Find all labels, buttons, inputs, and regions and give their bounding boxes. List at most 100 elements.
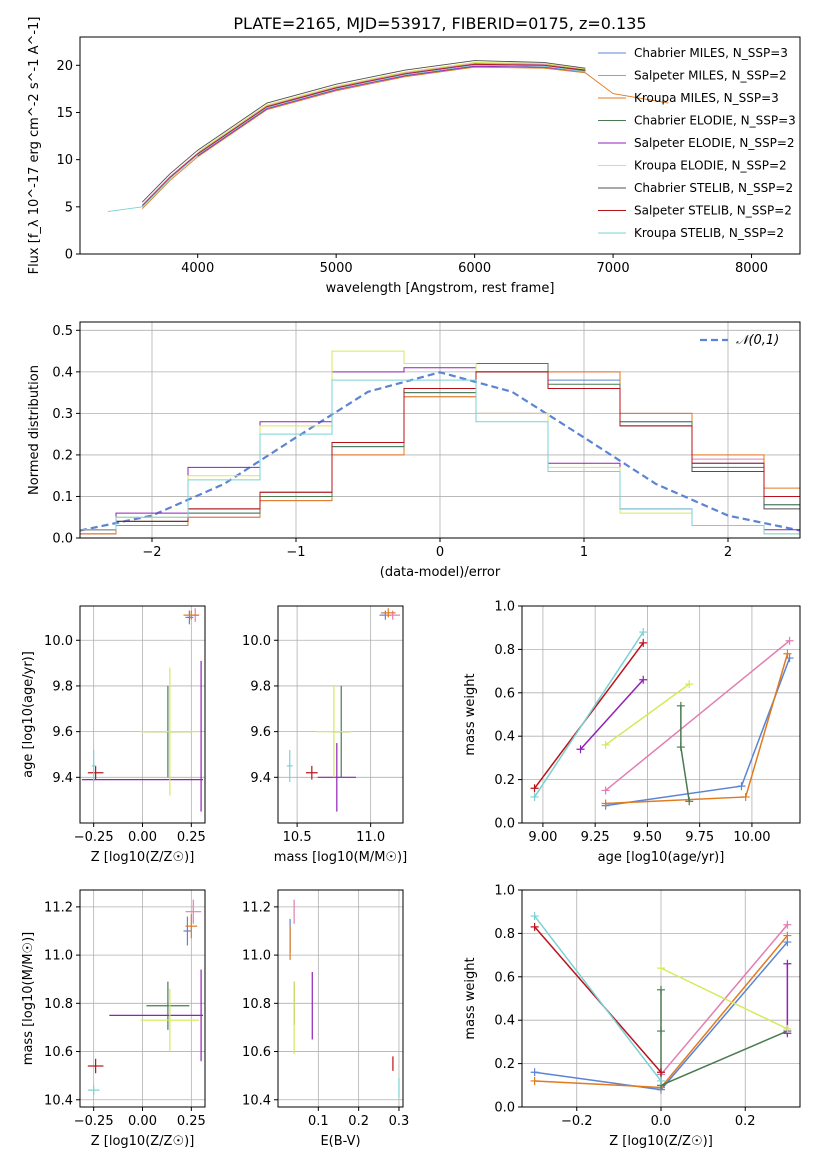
y-tick-label: 1.0 [494, 600, 515, 615]
series-line-kroupa_stelib [534, 915, 662, 1082]
y-tick-label: 0.2 [494, 1057, 515, 1072]
data-point-marker [530, 912, 539, 921]
legend-label: Salpeter MILES, N_SSP=2 [634, 69, 787, 83]
y-tick-label: 10.6 [242, 1045, 271, 1060]
legend-label: 𝒩(0,1) [736, 333, 779, 348]
data-point-marker [685, 680, 694, 689]
y-tick-label: 0.8 [494, 643, 515, 658]
series-line-kroupa_stelib [107, 64, 586, 212]
data-point-marker [639, 638, 648, 647]
data-point-salpeter_stelib [305, 765, 318, 780]
legend-label: Kroupa MILES, N_SSP=3 [634, 91, 779, 105]
x-tick-label: 0.1 [308, 1114, 329, 1129]
data-point-marker [657, 1076, 665, 1085]
y-axis-label: mass [log10(M/M☉)] [21, 932, 36, 1065]
x-tick-label: 0.00 [128, 1114, 157, 1129]
data-point-marker [530, 792, 539, 801]
x-axis-label: mass [log10(M/M☉)] [274, 850, 407, 865]
y-tick-label: 0.6 [494, 970, 515, 985]
series-line-salpeter_miles [141, 62, 586, 206]
y-tick-label: 10.4 [242, 1093, 271, 1108]
axes-frame [277, 889, 404, 1108]
data-point-marker [530, 784, 539, 793]
y-tick-label: 10.0 [44, 634, 73, 649]
series-line-kroupa_stelib [80, 379, 800, 535]
data-point-marker [737, 782, 746, 791]
plot-area [81, 608, 204, 812]
data-point-marker [783, 931, 792, 940]
x-axis-label: wavelength [Angstrom, rest frame] [326, 281, 555, 296]
data-point-kroupa_miles [380, 608, 396, 618]
y-tick-label: 11.2 [44, 900, 73, 915]
data-point-marker [657, 1068, 665, 1077]
y-tick-label: 0.4 [494, 1014, 515, 1029]
axes-frame [79, 36, 801, 255]
legend-label: Salpeter STELIB, N_SSP=2 [634, 204, 792, 218]
y-tick-label: 20 [56, 59, 73, 74]
y-tick-label: 10 [56, 153, 73, 168]
y-tick-label: 11.0 [44, 949, 73, 964]
data-point-marker [676, 743, 685, 752]
series-line-salpeter_miles [605, 640, 791, 792]
x-tick-label: −2 [142, 545, 161, 560]
plot-area [289, 899, 400, 1098]
y-tick-label: 0.3 [52, 407, 73, 422]
data-point-salpeter_elodie [317, 743, 356, 812]
axes-frame [521, 605, 801, 824]
x-tick-label: −0.2 [561, 1114, 593, 1129]
plot-area [530, 628, 794, 810]
y-tick-label: 0.2 [494, 773, 515, 788]
axes-frame [277, 605, 404, 824]
y-tick-label: 0.1 [52, 490, 73, 505]
x-tick-label: −1 [286, 545, 305, 560]
x-axis-label: Z [log10(Z/Z☉)] [91, 1134, 195, 1149]
data-point-kroupa_elodie [140, 667, 200, 796]
panel-mass_vs_age: 10.5 11.0 9.4 9.6 9.8 10.0 mass [log10(M/M☉)] [242, 605, 407, 865]
y-axis-label: mass weight [463, 673, 478, 755]
x-tick-label: 4000 [181, 261, 214, 276]
data-point-marker [601, 740, 610, 749]
legend-label: Chabrier STELIB, N_SSP=2 [634, 181, 793, 195]
data-point-chabrier_miles [185, 610, 194, 625]
y-axis-label: age [log10(age/yr)] [21, 651, 36, 778]
data-point-marker [676, 701, 685, 710]
x-tick-label: 10.00 [733, 830, 770, 845]
legend-label: Salpeter ELODIE, N_SSP=2 [634, 136, 795, 150]
data-point-marker [785, 636, 794, 645]
data-point-marker [639, 628, 648, 637]
y-tick-label: 15 [56, 106, 73, 121]
x-tick-label: 0.25 [177, 1114, 206, 1129]
data-point-kroupa_stelib [91, 749, 96, 782]
x-tick-label: 9.75 [685, 830, 714, 845]
legend-label: Chabrier MILES, N_SSP=3 [634, 46, 788, 60]
series-line-kroupa_elodie [660, 967, 788, 1030]
series-line-kroupa_elodie [197, 62, 586, 153]
y-tick-label: 5 [65, 200, 73, 215]
y-tick-label: 9.8 [250, 679, 271, 694]
legend-label: Kroupa STELIB, N_SSP=2 [634, 226, 784, 240]
panel-age_vs_mass_weight: 9.00 9.25 9.50 9.75 10.00 0.0 0.2 0.4 0.6 0.8 1.0 a… [463, 600, 801, 865]
y-tick-label: 10.0 [242, 634, 271, 649]
x-tick-label: −0.25 [74, 830, 114, 845]
y-tick-label: 0.6 [494, 686, 515, 701]
y-tick-label: 9.4 [52, 771, 73, 786]
data-point-marker [657, 964, 665, 973]
y-tick-label: 10.8 [44, 997, 73, 1012]
panel-z_vs_mass_weight: −0.2 0.0 0.2 0.0 0.2 0.4 0.6 0.8 1.0 Z [log10(Z/Z… [463, 884, 801, 1149]
x-tick-label: 2 [724, 545, 732, 560]
x-tick-label: 7000 [597, 261, 630, 276]
x-tick-label: 5000 [320, 261, 353, 276]
plot-area [87, 899, 204, 1095]
panel-z_vs_age: −0.25 0.00 0.25 9.4 9.6 9.8 10.0 Z [log10(Z/Z☉)… [21, 605, 206, 865]
y-tick-label: 0.0 [494, 1101, 515, 1116]
x-axis-label: Z [log10(Z/Z☉)] [91, 850, 195, 865]
data-point-kroupa_stelib [87, 1085, 100, 1095]
data-point-marker [783, 649, 792, 658]
panel-spectrum: 4000 5000 6000 7000 8000 0 5 10 15 20 wavelength [… [27, 17, 801, 296]
data-point-salpeter_miles [185, 899, 202, 924]
y-tick-label: 11.0 [242, 949, 271, 964]
data-point-marker [657, 1027, 665, 1036]
